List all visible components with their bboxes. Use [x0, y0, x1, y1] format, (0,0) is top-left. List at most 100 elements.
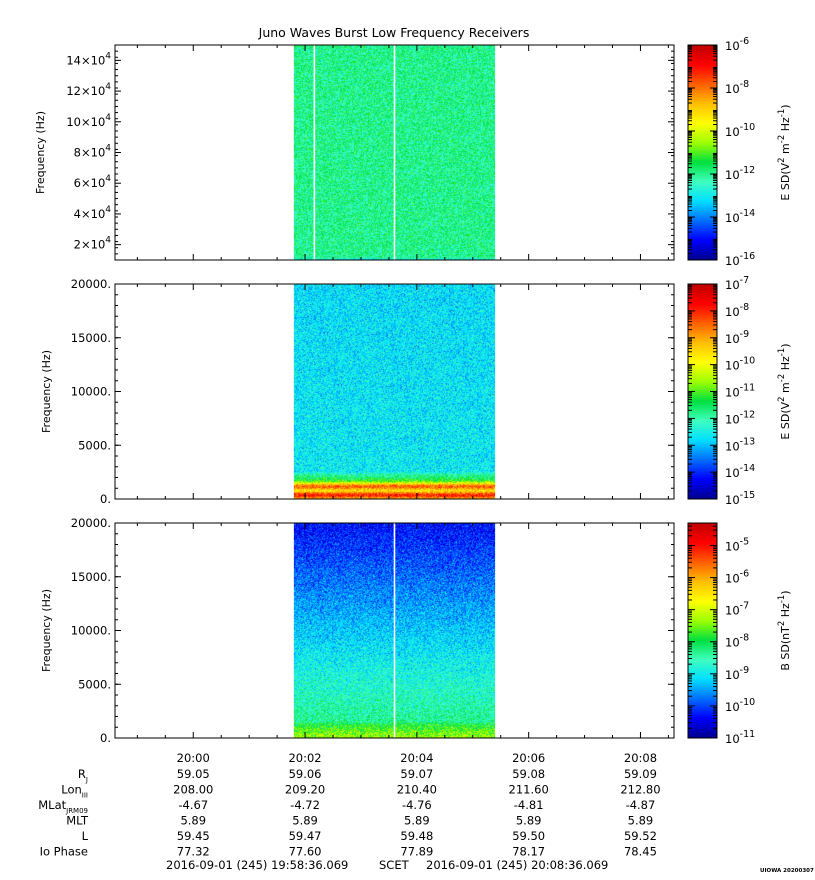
colorbar-tick-label: 10-14 [725, 463, 755, 480]
ephemeris-label: MLatJRM09 [38, 798, 88, 815]
y-tick-label: 0. [100, 492, 111, 506]
colorbar-label: B SD(nT2 Hz-1) [777, 590, 792, 670]
time-tick-label: 20:08 [624, 751, 657, 765]
ephemeris-label: Io Phase [40, 845, 88, 859]
ephemeris-value: 212.80 [620, 783, 660, 797]
colorbar-tick-label: 10-8 [725, 302, 749, 319]
y-tick-label: 20000. [71, 516, 111, 530]
ephemeris-value: -4.72 [290, 798, 320, 812]
colorbar-frame [687, 44, 718, 261]
colorbar-tick-label: 10-10 [725, 122, 755, 139]
colorbar-tick-label: 10-9 [725, 329, 749, 346]
colorbar-tick-label: 10-12 [725, 409, 755, 426]
ephemeris-value: 5.89 [180, 814, 206, 828]
processing-stamp: UIOWA 20200307 [760, 868, 814, 874]
y-tick-label: 6×104 [74, 174, 112, 190]
colorbar-tick-label: 10-10 [725, 697, 755, 714]
y-tick-label: 10000. [71, 385, 111, 399]
colorbar-tick-label: 10-10 [725, 356, 755, 373]
panel-3: 0. 5000. 10000. 15000. 20000. Frequency (Hz) 1… [40, 516, 792, 746]
y-tick-label: 4×104 [74, 205, 112, 221]
ephemeris-value: 77.89 [400, 845, 433, 859]
time-tick-label: 20:00 [177, 751, 210, 765]
colorbar-tick-label: 10-7 [725, 275, 749, 292]
y-tick-label: 20000. [71, 277, 111, 291]
y-tick-label: 10×104 [66, 113, 111, 129]
time-tick-label: 20:02 [288, 751, 321, 765]
ephemeris-label: MLT [66, 814, 89, 828]
chart-title: Juno Waves Burst Low Frequency Receivers [258, 25, 530, 40]
footer-scet-label: SCET [379, 858, 410, 872]
colorbar-label: E SD(V2 m-2 Hz-1) [777, 343, 792, 439]
colorbar-tick-label: 10-16 [725, 251, 755, 268]
colorbar-tick-label: 10-7 [725, 601, 749, 618]
ephemeris-value: 5.89 [516, 814, 542, 828]
colorbar-tick-label: 10-8 [725, 633, 749, 650]
ephemeris-label: RJ [78, 767, 88, 784]
colorbar-tick-label: 10-12 [725, 165, 755, 182]
colorbar-tick-label: 10-8 [725, 79, 749, 96]
colorbar-frame [687, 522, 718, 739]
ephemeris-label: LonIII [61, 783, 88, 800]
ephemeris-value: 209.20 [285, 783, 325, 797]
ephemeris-value: 5.89 [628, 814, 654, 828]
ephemeris-value: 59.09 [624, 767, 657, 781]
ephemeris-value: 77.60 [289, 845, 322, 859]
y-axis-label: Frequency (Hz) [34, 111, 47, 194]
ephemeris-value: -4.87 [626, 798, 656, 812]
y-tick-label: 14×104 [66, 51, 111, 67]
colorbar-tick-label: 10-5 [725, 536, 749, 553]
ephemeris-value: 208.00 [173, 783, 213, 797]
ephemeris-value: -4.67 [178, 798, 208, 812]
ephemeris-value: 5.89 [292, 814, 318, 828]
spectrogram-image [293, 284, 496, 499]
colorbar-tick-label: 10-13 [725, 436, 755, 453]
ephemeris-value: 59.05 [177, 767, 210, 781]
colorbar-gradient [688, 523, 717, 738]
ephemeris-value: 59.07 [400, 767, 433, 781]
colorbar-tick-label: 10-6 [725, 36, 749, 53]
colorbar-tick-label: 10-11 [725, 383, 755, 400]
panels: 2×104 4×104 6×104 8×104 10×104 12×104 14×104 Fr… [34, 36, 792, 746]
ephemeris-value: 5.89 [404, 814, 430, 828]
y-tick-label: 12×104 [66, 82, 111, 98]
colorbar-label: E SD(V2 m-2 Hz-1) [777, 104, 792, 200]
ephemeris-value: 59.06 [289, 767, 322, 781]
colorbar-gradient [688, 45, 717, 260]
y-tick-label: 5000. [78, 677, 111, 691]
time-tick-label: 20:06 [512, 751, 545, 765]
ephemeris-value: 59.50 [512, 829, 545, 843]
colorbar-tick-label: 10-14 [725, 208, 755, 225]
ephemeris-value: 78.17 [512, 845, 545, 859]
y-tick-label: 10000. [71, 624, 111, 638]
ephemeris-value: 78.45 [624, 845, 657, 859]
colorbar-tick-label: 10-9 [725, 665, 749, 682]
ephemeris-value: 59.48 [400, 829, 433, 843]
ephemeris-label: L [82, 829, 89, 843]
ephemeris-value: 59.45 [177, 829, 210, 843]
y-tick-label: 8×104 [74, 144, 112, 160]
y-axis-label: Frequency (Hz) [40, 589, 53, 672]
footer-start-time: 2016-09-01 (245) 19:58:36.069 [166, 858, 348, 872]
y-tick-label: 15000. [71, 570, 111, 584]
time-tick-label: 20:04 [400, 751, 433, 765]
y-axis-label: Frequency (Hz) [40, 350, 53, 433]
ephemeris-value: 59.47 [289, 829, 322, 843]
footer-end-time: 2016-09-01 (245) 20:08:36.069 [426, 858, 608, 872]
colorbar-tick-label: 10-15 [725, 490, 755, 507]
ephemeris-value: 211.60 [509, 783, 549, 797]
y-tick-label: 2×104 [74, 236, 112, 252]
panel-2: 0. 5000. 10000. 15000. 20000. Frequency (Hz) 1… [40, 275, 792, 507]
panel-1: 2×104 4×104 6×104 8×104 10×104 12×104 14×104 Fr… [34, 36, 792, 268]
y-tick-label: 15000. [71, 331, 111, 345]
ephemeris-value: 59.08 [512, 767, 545, 781]
colorbar-tick-label: 10-11 [725, 729, 755, 746]
colorbar-tick-label: 10-6 [725, 569, 749, 586]
ephemeris-table: 20:00 20:02 20:04 20:06 20:08 RJ 59.05 59.06 59.… [38, 751, 660, 859]
ephemeris-value: -4.81 [514, 798, 544, 812]
ephemeris-value: 77.32 [177, 845, 210, 859]
ephemeris-value: -4.76 [402, 798, 432, 812]
ephemeris-value: 59.52 [624, 829, 657, 843]
y-tick-label: 5000. [78, 438, 111, 452]
